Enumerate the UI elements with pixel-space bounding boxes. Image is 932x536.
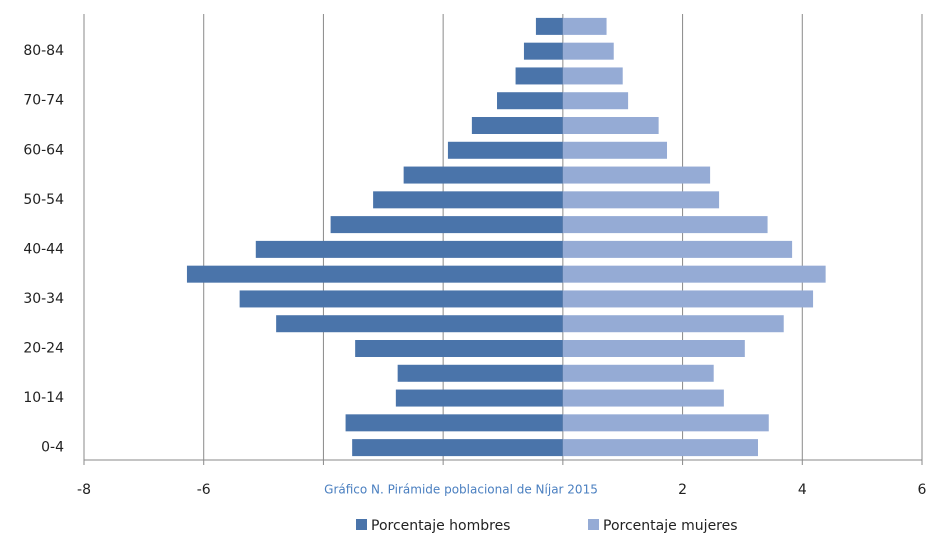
bar	[497, 92, 563, 110]
bar	[562, 141, 668, 159]
bar	[562, 67, 623, 85]
bar	[562, 42, 614, 60]
bar	[186, 265, 563, 283]
y-tick-label: 40-44	[23, 241, 64, 257]
y-tick-label: 0-4	[41, 440, 64, 456]
bar	[562, 315, 784, 333]
bar	[562, 17, 607, 35]
legend-label: Porcentaje hombres	[371, 518, 510, 534]
chart-title: Gráfico N. Pirámide poblacional de Níjar…	[324, 483, 598, 497]
bar	[395, 389, 563, 407]
legend-label: Porcentaje mujeres	[603, 518, 738, 534]
bar	[276, 315, 563, 333]
title-background	[296, 480, 626, 500]
bar	[352, 439, 563, 457]
bar	[562, 265, 826, 283]
bar	[373, 191, 563, 209]
bar	[562, 364, 714, 382]
bar	[403, 166, 563, 184]
bar	[562, 117, 659, 134]
y-tick-label: 20-24	[23, 341, 64, 357]
legend-swatch	[356, 519, 367, 530]
bar	[562, 340, 745, 357]
y-tick-label: 50-54	[23, 192, 64, 208]
y-tick-label: 60-64	[23, 142, 64, 158]
bar	[255, 240, 563, 258]
bar	[562, 290, 814, 308]
bar	[535, 17, 563, 35]
y-tick-label: 10-14	[23, 390, 64, 406]
bar	[562, 240, 793, 258]
x-tick-label: -6	[197, 482, 211, 498]
bar	[562, 92, 629, 110]
bar	[355, 340, 563, 357]
bar	[562, 414, 769, 432]
bar	[330, 216, 563, 234]
legend-swatch	[588, 519, 599, 530]
x-tick-label: -8	[77, 482, 91, 498]
x-tick-label: 6	[918, 482, 927, 498]
bar	[562, 191, 720, 209]
bar	[523, 42, 563, 60]
bar	[471, 117, 563, 134]
bar	[239, 290, 563, 308]
bar	[562, 389, 724, 407]
bar	[562, 439, 758, 457]
y-tick-label: 80-84	[23, 43, 64, 59]
bar	[345, 414, 563, 432]
y-tick-label: 70-74	[23, 93, 64, 109]
x-tick-label: 2	[678, 482, 687, 498]
bar	[562, 166, 711, 184]
bar	[397, 364, 563, 382]
y-tick-label: 30-34	[23, 291, 64, 307]
x-tick-label: 4	[798, 482, 807, 498]
bar	[515, 67, 563, 85]
bar	[562, 216, 768, 234]
bar	[447, 141, 563, 159]
